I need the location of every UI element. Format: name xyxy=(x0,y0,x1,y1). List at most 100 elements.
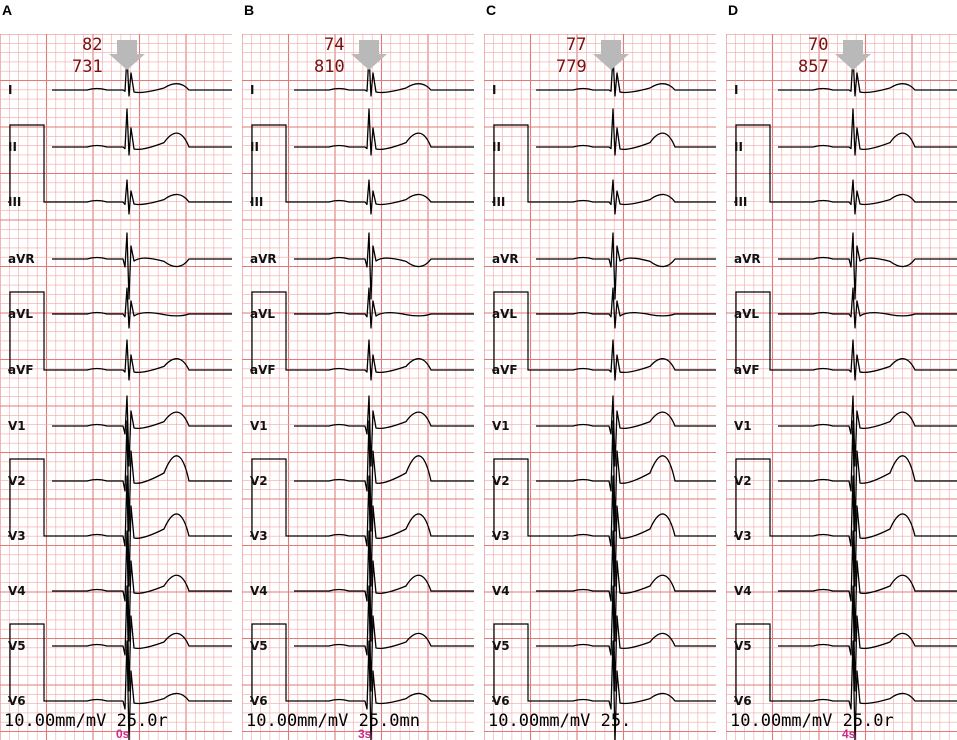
ecg-trace-avf xyxy=(536,339,716,381)
ecg-trace-avr xyxy=(536,232,716,300)
panel-letter: D xyxy=(728,2,739,18)
lead-label-i: I xyxy=(734,83,738,97)
calibration-pulse xyxy=(8,623,52,702)
ecg-trace-v3 xyxy=(536,475,716,587)
lead-label-iii: III xyxy=(8,195,21,209)
lead-label-v6: V6 xyxy=(8,694,26,708)
lead-label-v4: V4 xyxy=(492,584,510,598)
ecg-trace-avf xyxy=(778,339,957,381)
lead-label-i: I xyxy=(492,83,496,97)
calibration-pulse xyxy=(734,291,778,371)
scale-label: 10.00mm/mV 25.0r xyxy=(4,711,168,731)
lead-label-v2: V2 xyxy=(734,474,752,488)
scale-label: 10.00mm/mV 25. xyxy=(488,711,631,731)
rr-interval: 810 xyxy=(314,57,345,77)
ecg-trace-iii xyxy=(536,179,716,215)
lead-label-v4: V4 xyxy=(8,584,26,598)
ecg-trace-iii xyxy=(52,179,232,215)
lead-label-ii: II xyxy=(492,140,501,154)
lead-label-v3: V3 xyxy=(250,529,268,543)
ecg-trace-avf xyxy=(294,339,474,381)
panel-letter: C xyxy=(486,2,497,18)
ecg-trace-v1 xyxy=(52,395,232,467)
lead-label-v1: V1 xyxy=(734,419,752,433)
ecg-trace-avl xyxy=(52,287,232,329)
ecg-trace-v3 xyxy=(778,475,957,587)
lead-label-v4: V4 xyxy=(734,584,752,598)
calibration-pulse xyxy=(492,124,536,203)
ecg-trace-v5 xyxy=(778,585,957,692)
lead-label-v1: V1 xyxy=(492,419,510,433)
lead-label-avl: aVL xyxy=(734,307,759,321)
lead-label-ii: II xyxy=(734,140,743,154)
lead-label-i: I xyxy=(8,83,12,97)
ecg-trace-v2 xyxy=(52,420,232,532)
ecg-trace-i xyxy=(294,55,474,97)
lead-label-iii: III xyxy=(250,195,263,209)
ecg-trace-v1 xyxy=(778,395,957,467)
ecg-trace-v1 xyxy=(536,395,716,467)
grid xyxy=(242,34,474,740)
ecg-panel-c: IIIIIIaVRaVLaVFV1V2V3V4V5V67777910.00mm/… xyxy=(484,34,716,740)
calibration-pulse xyxy=(250,124,294,203)
ecg-trace-avl xyxy=(536,287,716,329)
heart-rate: 74 xyxy=(324,35,344,55)
calibration-pulse xyxy=(492,458,536,537)
ecg-trace-i xyxy=(536,55,716,97)
calibration-pulse xyxy=(734,458,778,537)
calibration-pulse xyxy=(8,291,52,371)
ecg-trace-ii xyxy=(52,108,232,156)
down-arrow-icon xyxy=(593,40,629,70)
rr-interval: 779 xyxy=(556,57,587,77)
time-mark: 4s xyxy=(842,727,856,740)
lead-label-v6: V6 xyxy=(734,694,752,708)
rr-interval: 857 xyxy=(798,57,829,77)
calibration-pulse xyxy=(734,124,778,203)
lead-label-avl: aVL xyxy=(250,307,275,321)
lead-label-v5: V5 xyxy=(492,639,510,653)
ecg-trace-i xyxy=(52,55,232,97)
lead-label-v6: V6 xyxy=(250,694,268,708)
calibration-pulse xyxy=(492,291,536,371)
ecg-trace-v5 xyxy=(294,585,474,692)
ecg-trace-avf xyxy=(52,339,232,381)
lead-label-avf: aVF xyxy=(250,363,276,377)
down-arrow-icon xyxy=(835,40,871,70)
scale-label: 10.00mm/mV 25.0r xyxy=(730,711,894,731)
ecg-trace-avr xyxy=(52,232,232,300)
ecg-trace-v6 xyxy=(536,640,716,740)
heart-rate: 77 xyxy=(566,35,586,55)
lead-label-avr: aVR xyxy=(250,252,277,266)
lead-label-v2: V2 xyxy=(250,474,268,488)
lead-label-iii: III xyxy=(492,195,505,209)
down-arrow-icon xyxy=(109,40,145,70)
lead-label-ii: II xyxy=(250,140,259,154)
ecg-trace-v2 xyxy=(536,420,716,532)
calibration-pulse xyxy=(250,291,294,371)
ecg-trace-v6 xyxy=(778,640,957,740)
calibration-pulse xyxy=(8,124,52,203)
heart-rate: 82 xyxy=(82,35,102,55)
panel-letter: A xyxy=(2,2,13,18)
ecg-trace-ii xyxy=(294,108,474,156)
ecg-trace-i xyxy=(778,55,957,97)
lead-label-avr: aVR xyxy=(8,252,35,266)
ecg-trace-avl xyxy=(778,287,957,329)
ecg-trace-v1 xyxy=(294,395,474,467)
ecg-trace-v4 xyxy=(536,530,716,642)
ecg-trace-v2 xyxy=(294,420,474,532)
lead-label-ii: II xyxy=(8,140,17,154)
time-mark: 0s xyxy=(116,727,130,740)
lead-label-avr: aVR xyxy=(734,252,761,266)
lead-label-avf: aVF xyxy=(8,363,34,377)
lead-label-v5: V5 xyxy=(734,639,752,653)
calibration-pulse xyxy=(8,458,52,537)
ecg-trace-v6 xyxy=(52,640,232,740)
ecg-panel-b: IIIIIIaVRaVLaVFV1V2V3V4V5V67481010.00mm/… xyxy=(242,34,474,740)
lead-label-v6: V6 xyxy=(492,694,510,708)
ecg-panel-d: IIIIIIaVRaVLaVFV1V2V3V4V5V67085710.00mm/… xyxy=(726,34,957,740)
lead-label-v5: V5 xyxy=(8,639,26,653)
lead-label-v1: V1 xyxy=(8,419,26,433)
ecg-trace-ii xyxy=(778,108,957,156)
ecg-trace-v4 xyxy=(294,530,474,642)
